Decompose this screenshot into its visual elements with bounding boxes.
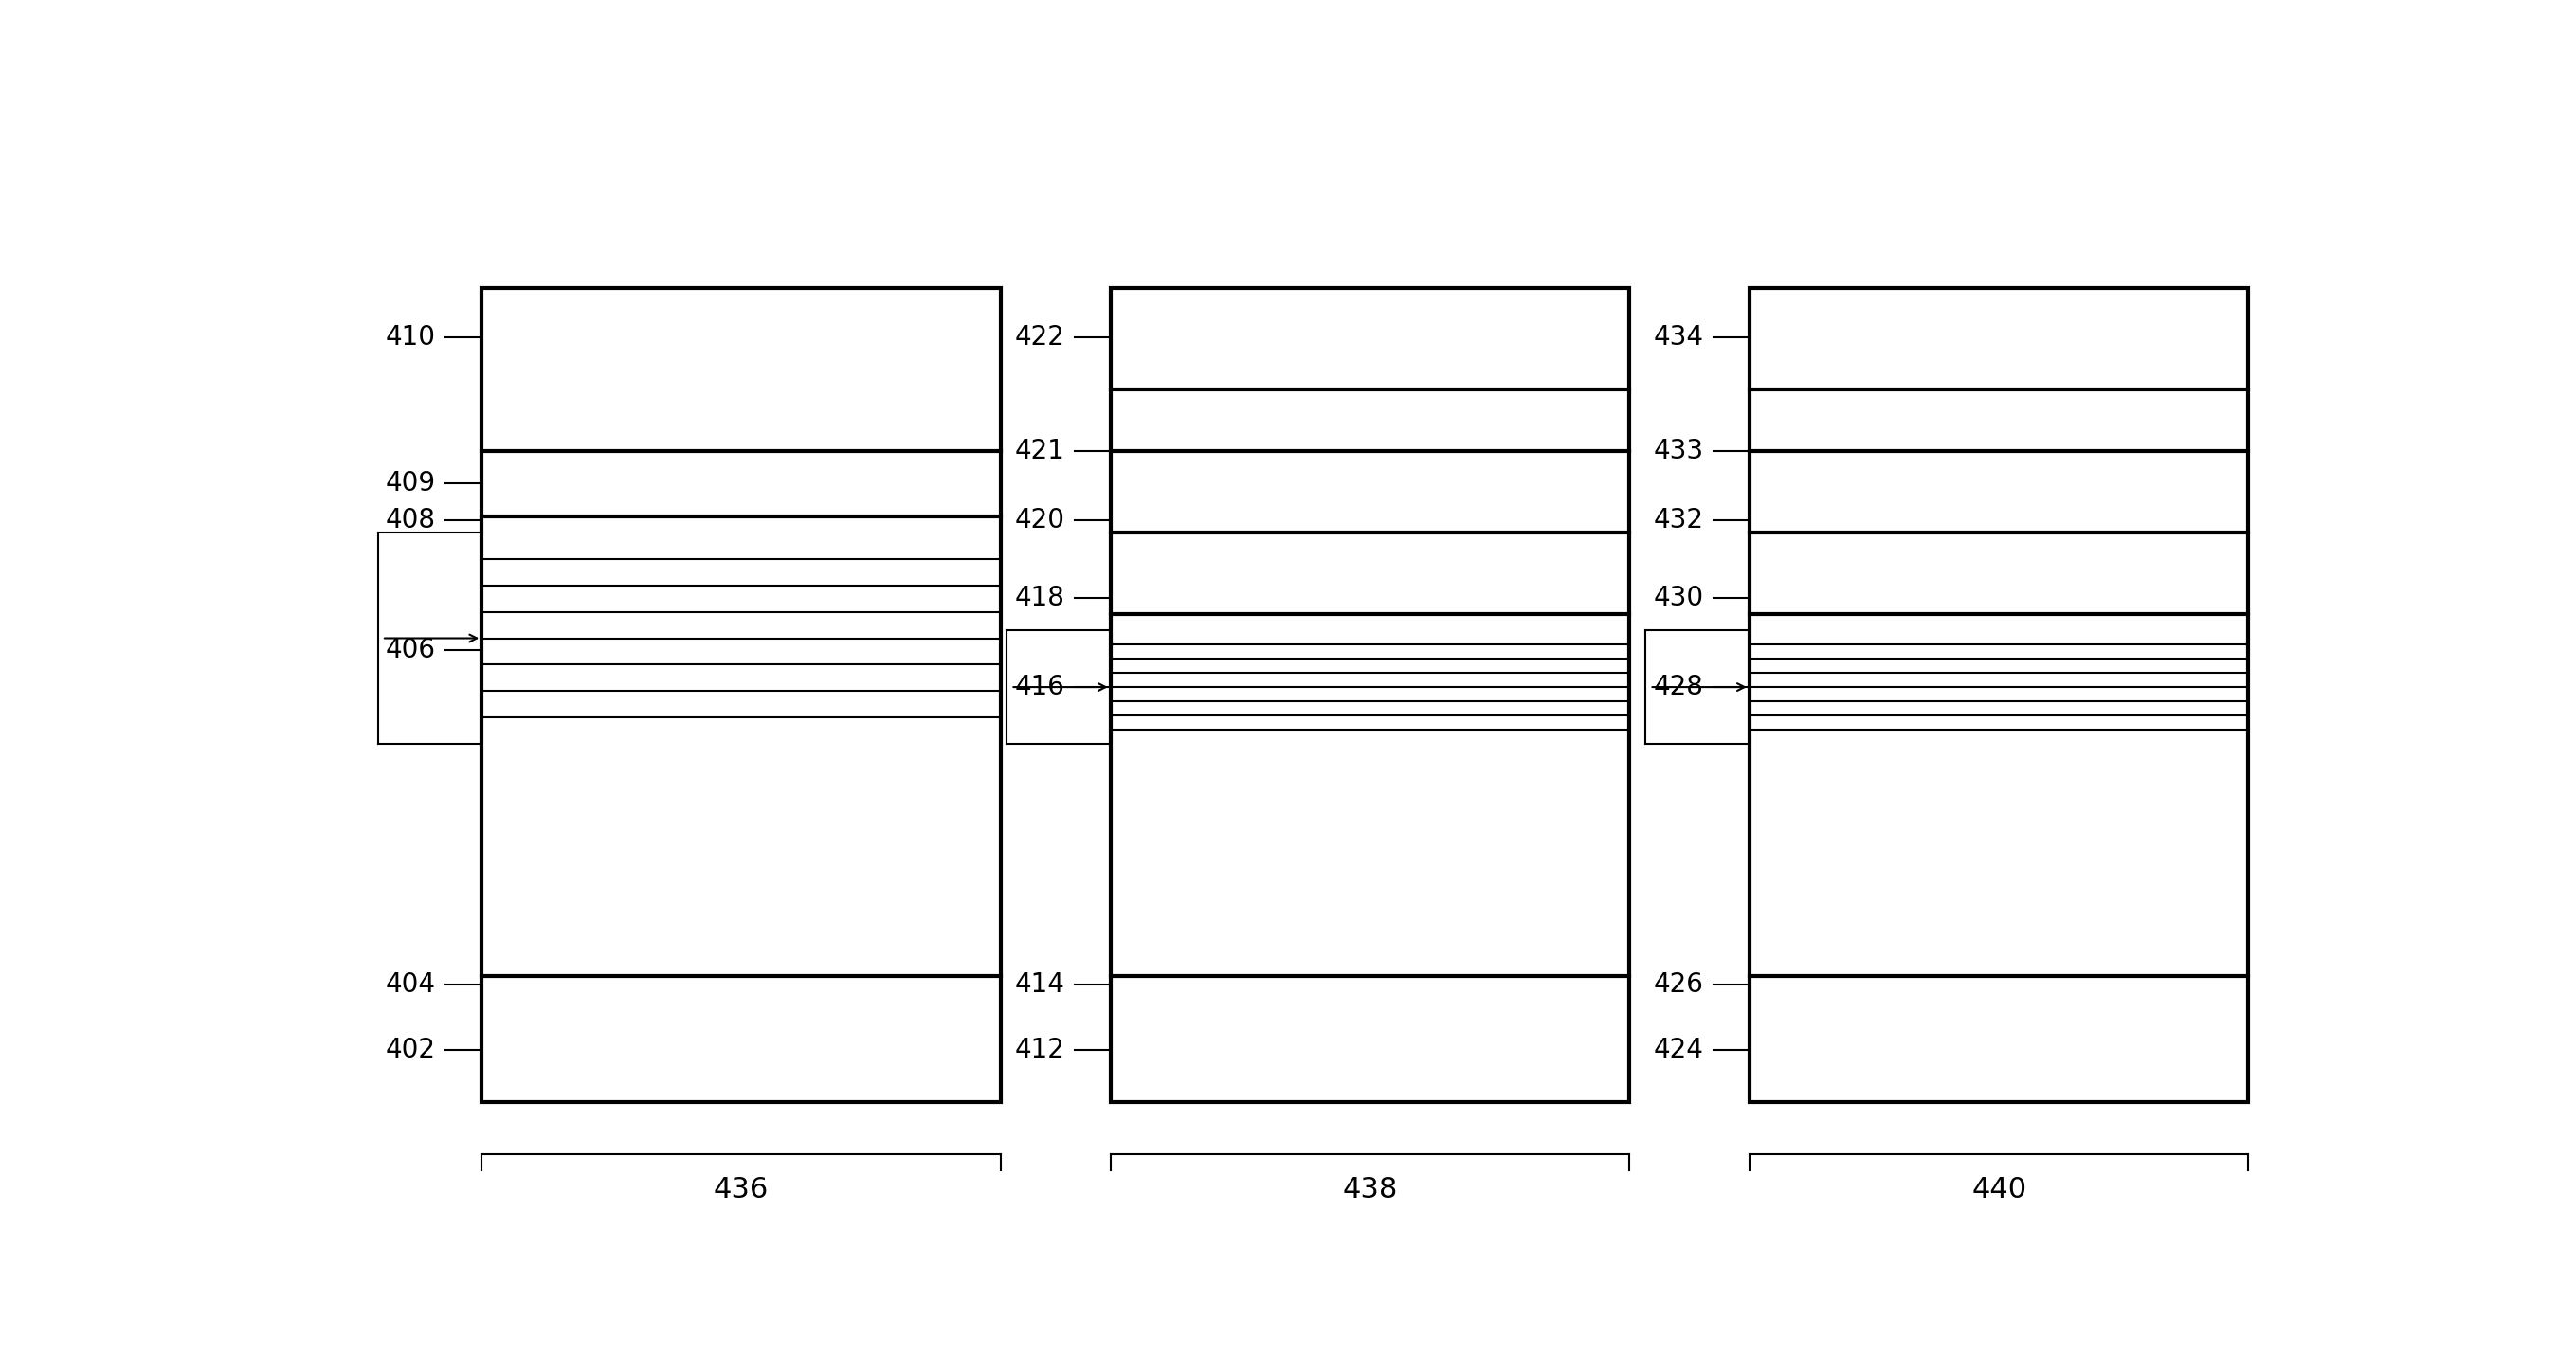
- Text: 430: 430: [1654, 584, 1703, 610]
- Text: 409: 409: [386, 471, 435, 496]
- Text: 408: 408: [386, 507, 435, 533]
- Bar: [482, 287, 1002, 1102]
- Text: 404: 404: [386, 971, 435, 998]
- Text: 406: 406: [386, 637, 435, 663]
- Text: 434: 434: [1654, 324, 1703, 350]
- Text: 424: 424: [1654, 1036, 1703, 1063]
- Text: 428: 428: [1654, 674, 1703, 700]
- Text: 412: 412: [1015, 1036, 1064, 1063]
- Text: 422: 422: [1015, 324, 1064, 350]
- Text: 421: 421: [1015, 438, 1064, 464]
- Text: 433: 433: [1654, 438, 1703, 464]
- Bar: [1110, 287, 1631, 1102]
- Text: 420: 420: [1015, 507, 1064, 533]
- Text: 414: 414: [1015, 971, 1064, 998]
- Text: 418: 418: [1015, 584, 1064, 610]
- Text: 432: 432: [1654, 507, 1703, 533]
- Text: 402: 402: [386, 1036, 435, 1063]
- Bar: [1749, 287, 2249, 1102]
- Text: 436: 436: [714, 1176, 768, 1203]
- Text: 438: 438: [1342, 1176, 1399, 1203]
- Text: 416: 416: [1015, 674, 1064, 700]
- Text: 426: 426: [1654, 971, 1703, 998]
- Text: 410: 410: [386, 324, 435, 350]
- Text: 440: 440: [1971, 1176, 2027, 1203]
